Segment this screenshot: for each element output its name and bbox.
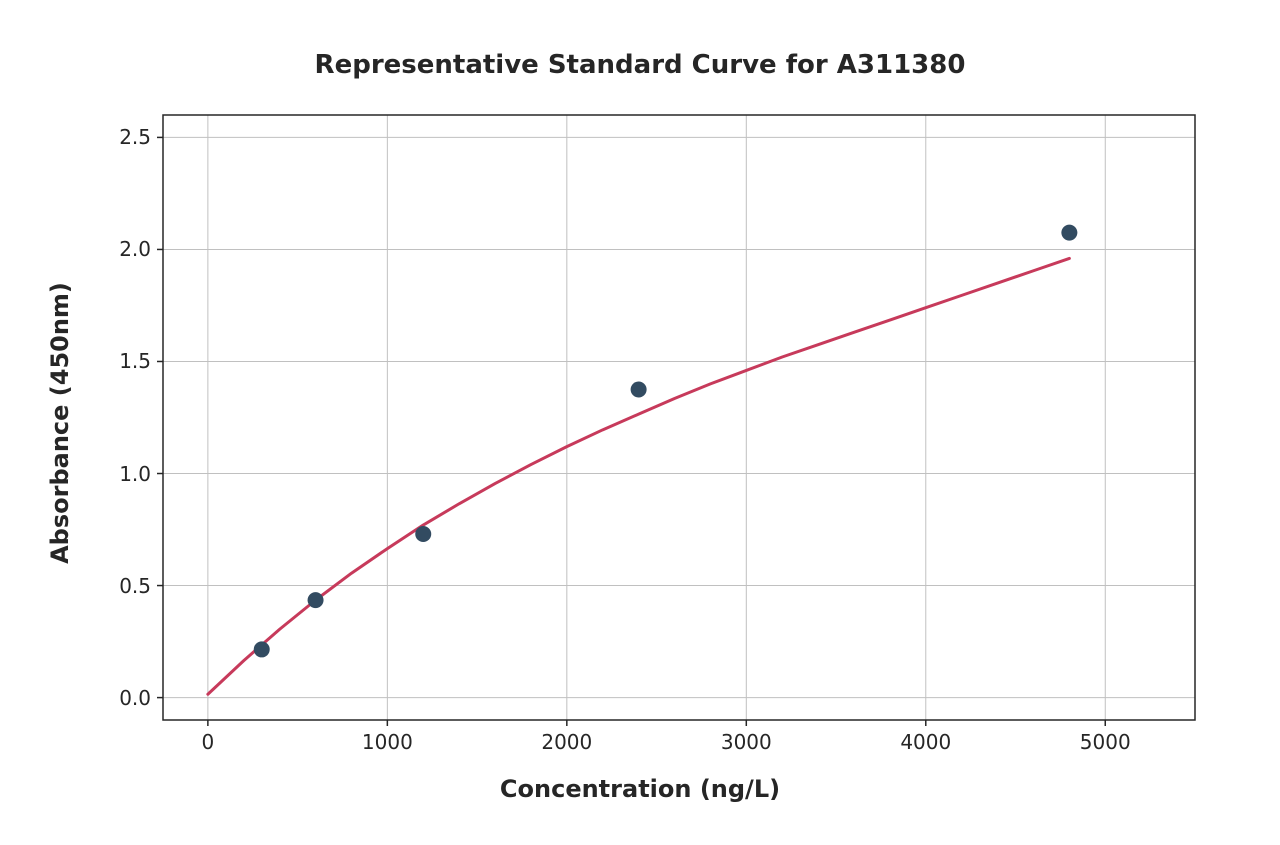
y-tick-label: 0.0 (119, 686, 151, 710)
x-tick-label: 2000 (541, 730, 592, 754)
x-tick-label: 4000 (900, 730, 951, 754)
y-tick-label: 1.5 (119, 349, 151, 373)
y-tick-label: 2.0 (119, 237, 151, 261)
chart-svg (0, 0, 1280, 845)
x-tick-label: 0 (201, 730, 214, 754)
y-tick-label: 0.5 (119, 574, 151, 598)
x-tick-label: 5000 (1080, 730, 1131, 754)
x-tick-label: 1000 (362, 730, 413, 754)
x-tick-label: 3000 (721, 730, 772, 754)
y-tick-label: 2.5 (119, 125, 151, 149)
chart-container: Representative Standard Curve for A31138… (0, 0, 1280, 845)
y-tick-label: 1.0 (119, 462, 151, 486)
